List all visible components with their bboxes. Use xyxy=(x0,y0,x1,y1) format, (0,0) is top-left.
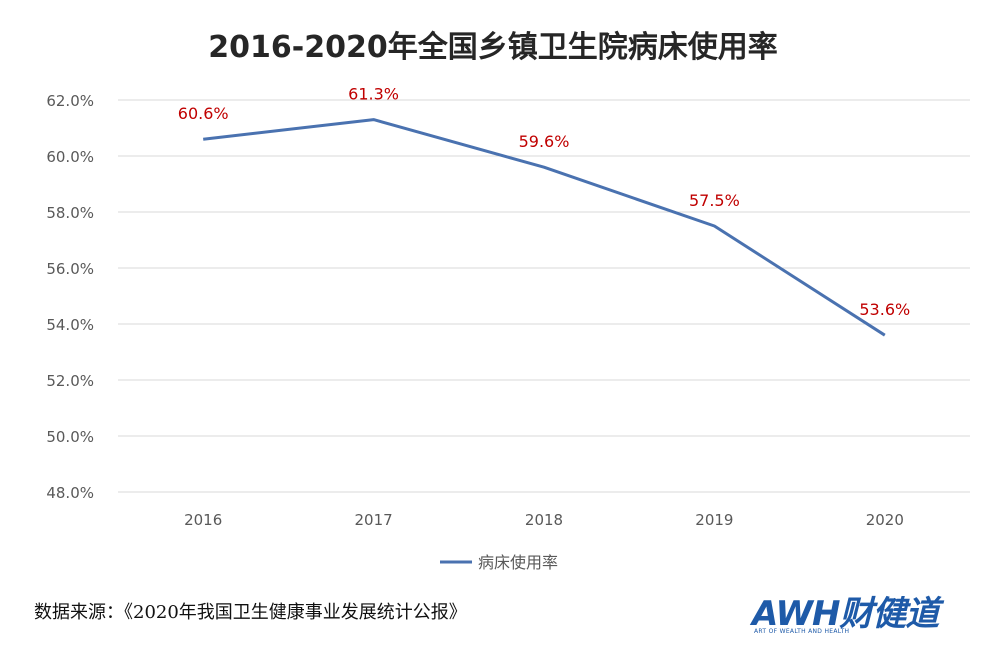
data-label: 60.6% xyxy=(178,104,229,123)
y-axis-ticks: 48.0% 50.0% 52.0% 54.0% 56.0% 58.0% 60.0% 62.0% xyxy=(46,92,94,502)
y-tick-label: 54.0% xyxy=(46,316,94,334)
y-tick-label: 52.0% xyxy=(46,372,94,390)
legend: 病床使用率 xyxy=(440,553,558,572)
legend-label: 病床使用率 xyxy=(478,553,558,572)
x-tick-label: 2016 xyxy=(184,511,222,529)
y-tick-label: 62.0% xyxy=(46,92,94,110)
y-tick-label: 58.0% xyxy=(46,204,94,222)
data-label: 59.6% xyxy=(519,132,570,151)
y-tick-label: 48.0% xyxy=(46,484,94,502)
y-tick-label: 50.0% xyxy=(46,428,94,446)
data-labels: 60.6% 61.3% 59.6% 57.5% 53.6% xyxy=(178,85,910,320)
y-tick-label: 60.0% xyxy=(46,148,94,166)
chart-title: 2016-2020年全国乡镇卫生院病床使用率 xyxy=(208,30,778,65)
data-label: 53.6% xyxy=(859,300,910,319)
x-axis-ticks: 2016 2017 2018 2019 2020 xyxy=(184,511,904,529)
x-tick-label: 2020 xyxy=(866,511,904,529)
x-tick-label: 2018 xyxy=(525,511,563,529)
series-line xyxy=(203,118,886,337)
x-tick-label: 2019 xyxy=(695,511,733,529)
y-tick-label: 56.0% xyxy=(46,260,94,278)
brand-logo: AWH财健道 ART OF WEALTH AND HEALTH xyxy=(752,586,962,642)
data-label: 61.3% xyxy=(348,85,399,104)
series-layer xyxy=(203,118,886,337)
x-tick-label: 2017 xyxy=(355,511,393,529)
logo-tagline: ART OF WEALTH AND HEALTH xyxy=(754,628,850,635)
data-label: 57.5% xyxy=(689,191,740,210)
grid-lines xyxy=(118,99,970,493)
source-note: 数据来源：《2020年我国卫生健康事业发展统计公报》 xyxy=(34,602,467,623)
logo-wordmark: AWH财健道 xyxy=(752,594,939,634)
